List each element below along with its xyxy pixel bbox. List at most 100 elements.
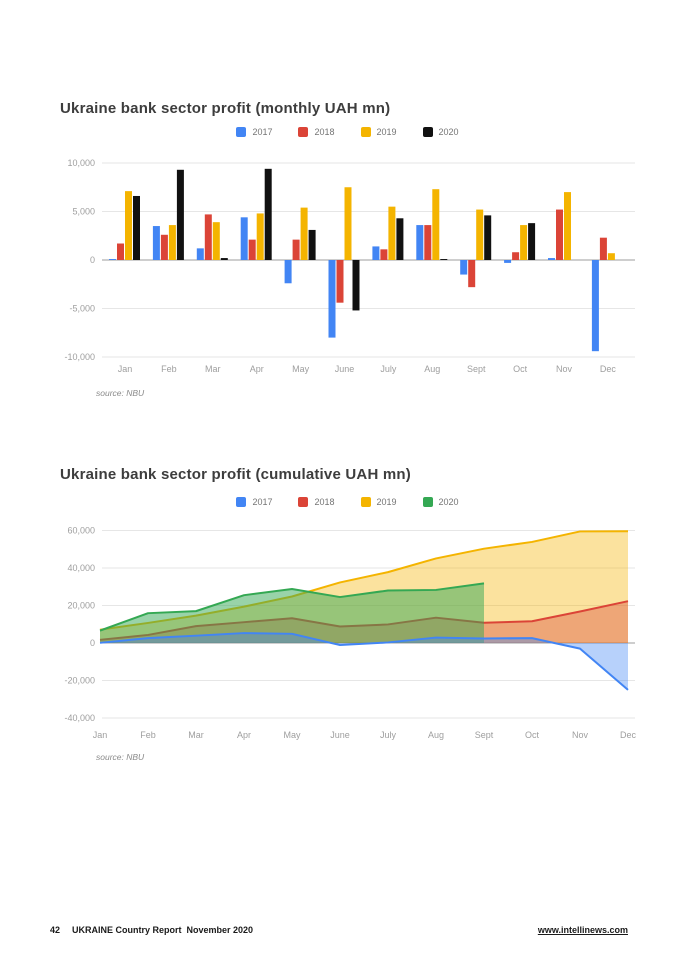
bar-2017-Nov [548,258,555,260]
legend-swatch-icon [422,127,433,137]
bar-2017-Apr [240,217,248,260]
legend-swatch-icon [236,127,247,137]
footer-report-title: UKRAINE Country Report [72,925,182,935]
x-axis-month-label: June [335,364,355,374]
bar-2018-Nov [556,209,563,260]
chart1-title: Ukraine bank sector profit (monthly UAH … [60,100,391,117]
y-axis-tick-label: -20,000 [64,676,95,686]
footer-report-info: 42 UKRAINE Country Report November 2020 [50,925,253,935]
y-axis-tick-label: -40,000 [64,713,95,723]
y-axis-tick-label: 60,000 [67,526,95,536]
bar-2020-July [396,218,404,260]
y-axis-tick-label: 0 [90,255,95,265]
x-axis-month-label: July [380,364,397,374]
area-line-2020 [99,582,485,632]
bar-2017-Dec [591,260,599,352]
bar-2019-Oct [520,225,528,260]
x-axis-month-label: Aug [428,730,444,740]
y-axis-tick-label: -5,000 [69,304,95,314]
bar-2017-Feb [152,226,160,260]
x-axis-month-label: Oct [525,730,540,740]
legend-item-2018: 2018 [298,497,335,507]
bar-2018-June [336,260,344,303]
area-fill-2020 [100,583,484,643]
x-axis-month-label: Sept [475,730,494,740]
legend-label: 2017 [252,127,273,137]
legend-label: 2017 [252,497,273,507]
bar-2020-Apr [264,168,272,260]
chart2-legend: 2017 2018 2019 2020 [50,497,645,507]
bar-2017-July [372,246,380,260]
y-axis-tick-label: 10,000 [67,158,95,168]
bar-2017-Aug [416,225,424,260]
x-axis-month-label: Apr [237,730,251,740]
bar-2019-Nov [564,192,571,260]
chart2-title: Ukraine bank sector profit (cumulative U… [60,466,411,483]
chart1-legend: 2017 2018 2019 2020 [50,127,645,137]
legend-item-2020: 2020 [422,127,459,137]
bar-2019-July [388,206,396,260]
chart2-cumulative-area-chart: 60,000 40,000 20,000 0 -20,000 -40,000 Jan Feb M… [64,526,637,741]
x-axis-month-label: Jan [118,364,133,374]
x-axis-month-label: Dec [620,730,637,740]
page-footer: 42 UKRAINE Country Report November 2020 ww… [50,925,628,935]
bar-2018-May [292,239,300,260]
y-axis-tick-label: 0 [90,638,95,648]
y-axis-tick-label: 5,000 [72,207,95,217]
bar-2017-Mar [196,248,204,260]
bar-2019-Sept [476,209,484,260]
x-axis-month-label: Mar [205,364,221,374]
bar-2020-Aug [440,259,448,260]
bar-2020-Jan [133,195,140,260]
bar-2017-Sept [460,260,468,275]
bar-2019-Dec [607,253,615,260]
chart2-source: source: NBU [96,752,145,762]
bar-2017-June [328,260,336,338]
bar-2018-Sept [468,260,476,288]
legend-swatch-icon [360,497,371,507]
legend-item-2020: 2020 [422,497,459,507]
bar-2020-Sept [484,215,492,260]
bar-2019-Aug [432,189,440,260]
bar-2019-Jan [125,191,132,260]
y-axis-tick-label: 20,000 [67,601,95,611]
legend-item-2019: 2019 [360,497,397,507]
x-axis-month-label: July [380,730,397,740]
bar-2018-Jan [117,243,124,260]
legend-label: 2018 [314,127,335,137]
chart1-source: source: NBU [96,388,145,398]
footer-date: November 2020 [186,925,254,935]
x-axis-month-label: Apr [250,364,264,374]
x-axis-month-label: Feb [161,364,177,374]
bar-2019-Feb [168,225,176,260]
bar-2020-Oct [528,223,536,260]
bar-2018-Oct [512,252,520,260]
bar-2020-May [308,229,316,260]
x-axis-month-label: May [292,364,310,374]
legend-swatch-icon [298,497,309,507]
bar-2019-June [344,187,352,260]
legend-label: 2019 [376,127,397,137]
x-axis-month-label: Sept [467,364,486,374]
legend-swatch-icon [236,497,247,507]
bar-2020-Mar [220,258,228,260]
footer-page-number: 42 [50,925,61,935]
x-axis-month-label: June [330,730,350,740]
bar-2020-June [352,260,360,311]
y-axis-tick-label: 40,000 [67,563,95,573]
legend-swatch-icon [298,127,309,137]
bar-2020-Feb [176,169,184,260]
x-axis-month-label: Feb [140,730,156,740]
legend-label: 2020 [438,497,459,507]
legend-label: 2019 [376,497,397,507]
bar-2018-Mar [204,214,212,260]
legend-item-2017: 2017 [236,497,272,507]
footer-website-link[interactable]: www.intellinews.com [537,925,628,935]
x-axis-month-label: Jan [93,730,108,740]
bar-2019-Apr [256,213,264,260]
x-axis-month-label: May [283,730,301,740]
legend-label: 2020 [438,127,459,137]
bar-2017-May [284,260,292,284]
bar-2019-Mar [212,222,220,260]
legend-label: 2018 [314,497,335,507]
